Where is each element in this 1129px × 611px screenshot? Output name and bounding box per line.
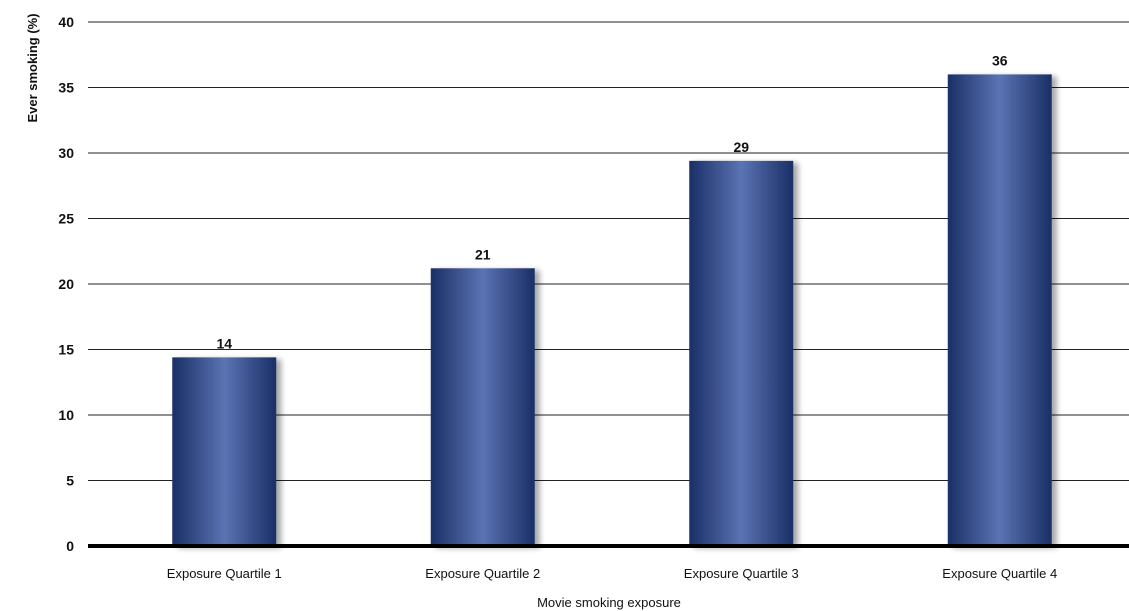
data-label: 21 (475, 246, 491, 262)
x-axis-title: Movie smoking exposure (537, 595, 681, 610)
y-tick-label: 10 (58, 407, 74, 423)
x-tick-label: Exposure Quartile 2 (425, 566, 540, 581)
bars (172, 74, 1052, 547)
y-tick-label: 25 (58, 211, 74, 227)
data-label: 29 (733, 139, 749, 155)
data-label: 14 (216, 335, 232, 351)
x-tick-label: Exposure Quartile 1 (167, 566, 282, 581)
x-tick-labels: Exposure Quartile 1 Exposure Quartile 2 Ex… (167, 566, 1057, 581)
y-tick-label: 15 (58, 342, 74, 358)
bar (430, 268, 535, 546)
bar (689, 160, 794, 547)
y-axis-title: Ever smoking (%) (25, 13, 40, 122)
bar (172, 357, 277, 546)
data-label: 36 (992, 52, 1008, 68)
y-tick-label: 20 (58, 276, 74, 292)
y-tick-labels: 0 5 10 15 20 25 30 35 40 (58, 14, 74, 554)
bar (947, 74, 1052, 547)
data-labels: 14 21 29 36 (216, 52, 1007, 351)
y-tick-label: 0 (66, 538, 74, 554)
y-tick-label: 40 (58, 14, 74, 30)
y-tick-label: 5 (66, 473, 74, 489)
x-tick-label: Exposure Quartile 4 (942, 566, 1057, 581)
x-tick-label: Exposure Quartile 3 (684, 566, 799, 581)
y-tick-label: 30 (58, 145, 74, 161)
y-tick-label: 35 (58, 80, 74, 96)
